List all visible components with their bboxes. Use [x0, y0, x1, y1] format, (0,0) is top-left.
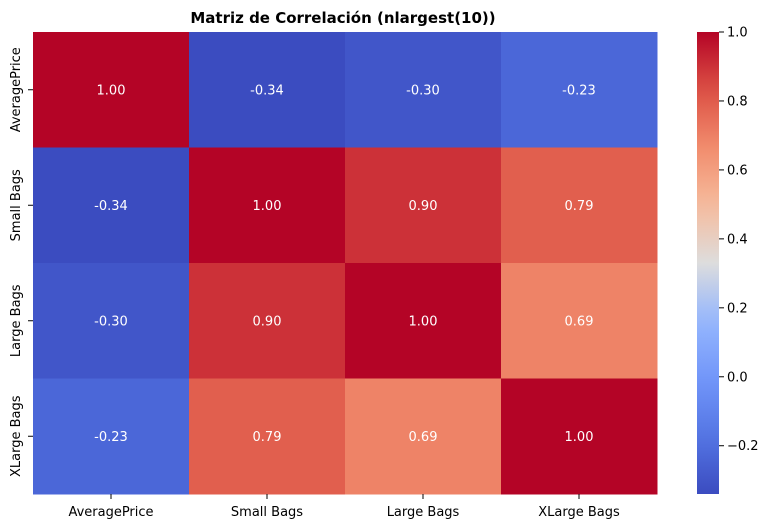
- heatmap-cell-label: -0.30: [94, 314, 128, 329]
- heatmap-cell: [33, 263, 190, 379]
- heatmap-cell-label: 0.79: [565, 199, 594, 214]
- colorbar-tick-label: 1.0: [727, 26, 748, 41]
- colorbar-gradient: [697, 32, 719, 494]
- colorbar-tick-label: 0.8: [727, 94, 748, 109]
- heatmap-cell: [33, 32, 190, 148]
- heatmap-cell: [345, 32, 502, 148]
- heatmap-cell-label: 1.00: [409, 314, 438, 329]
- heatmap-cells: [33, 32, 658, 495]
- y-tick-label: AveragePrice: [9, 47, 24, 132]
- heatmap-cell-label: -0.23: [562, 83, 596, 98]
- heatmap-cell-label: 0.90: [253, 314, 282, 329]
- heatmap-cell: [189, 263, 346, 379]
- heatmap-cell-label: 1.00: [253, 199, 282, 214]
- heatmap-cell-label: -0.23: [94, 430, 128, 445]
- y-tick-label: Small Bags: [9, 169, 24, 241]
- heatmap-cell-label: 0.90: [409, 199, 438, 214]
- heatmap-cell-label: -0.34: [250, 83, 284, 98]
- y-axis: AveragePrice Small Bags Large Bags XLarge B…: [9, 47, 33, 477]
- heatmap-cell: [345, 147, 502, 264]
- colorbar-tick-label: −0.2: [727, 439, 759, 454]
- heatmap-cell: [501, 147, 658, 264]
- heatmap-cell-label: 0.69: [565, 314, 594, 329]
- heatmap-cell: [189, 147, 346, 264]
- y-tick-label: Large Bags: [9, 284, 24, 357]
- x-tick-label: XLarge Bags: [538, 505, 620, 520]
- heatmap-cell-label: -0.30: [406, 83, 440, 98]
- heatmap-cell: [501, 263, 658, 379]
- colorbar-tick-label: 0.0: [727, 370, 748, 385]
- heatmap-cell-labels: 1.00 -0.34 -0.30 -0.23 -0.34 1.00 0.90 0.79 -0.3…: [94, 83, 596, 445]
- heatmap-cell-label: 1.00: [565, 430, 594, 445]
- heatmap-cell: [189, 378, 346, 495]
- heatmap-cell-label: 0.69: [409, 430, 438, 445]
- colorbar-tick-label: 0.6: [727, 163, 748, 178]
- heatmap-cell: [345, 263, 502, 379]
- heatmap-cell: [189, 32, 346, 148]
- y-tick-label: XLarge Bags: [9, 395, 24, 477]
- x-tick-label: Small Bags: [231, 505, 303, 520]
- heatmap-cell-label: -0.34: [94, 199, 128, 214]
- heatmap-cell: [501, 32, 658, 148]
- heatmap-cell-label: 1.00: [97, 83, 126, 98]
- x-axis: AveragePrice Small Bags Large Bags XLarge B…: [68, 494, 620, 520]
- colorbar: −0.2 0.0 0.2 0.4 0.6 0.8 1.0: [697, 26, 759, 494]
- chart-title: Matriz de Correlación (nlargest(10)): [190, 9, 495, 27]
- heatmap-cell: [501, 378, 658, 495]
- x-tick-label: Large Bags: [387, 505, 460, 520]
- colorbar-tick-label: 0.4: [727, 232, 748, 247]
- heatmap-cell: [33, 378, 190, 495]
- heatmap-cell: [33, 147, 190, 264]
- x-tick-label: AveragePrice: [68, 505, 153, 520]
- heatmap-cell: [345, 378, 502, 495]
- colorbar-tick-label: 0.2: [727, 301, 748, 316]
- heatmap-cell-label: 0.79: [253, 430, 282, 445]
